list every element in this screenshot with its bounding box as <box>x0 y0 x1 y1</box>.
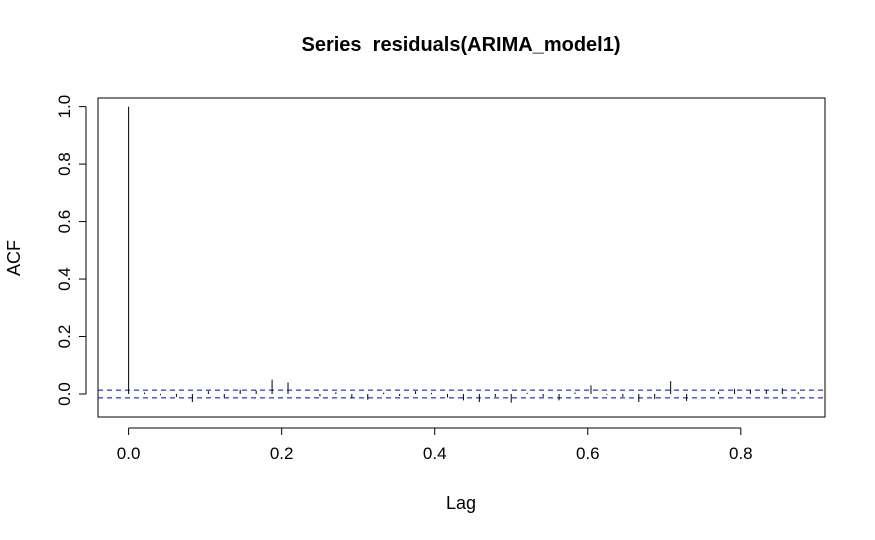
chart-title: Series residuals(ARIMA_model1) <box>302 34 621 56</box>
x-axis-label: Lag <box>446 493 476 513</box>
y-tick-label: 1.0 <box>55 95 74 119</box>
x-tick-label: 0.4 <box>423 444 447 463</box>
y-tick-label: 0.6 <box>55 210 74 234</box>
y-tick-label: 0.4 <box>55 267 74 291</box>
y-tick-label: 0.0 <box>55 382 74 406</box>
x-axis: 0.0 0.2 0.4 0.6 0.8 <box>117 427 753 463</box>
x-tick-label: 0.2 <box>270 444 294 463</box>
x-tick-label: 0.6 <box>576 444 600 463</box>
y-axis: 0.0 0.2 0.4 0.6 0.8 1.0 <box>55 95 87 406</box>
x-tick-label: 0.0 <box>117 444 141 463</box>
y-tick-label: 0.8 <box>55 152 74 176</box>
acf-bars <box>128 106 799 403</box>
x-tick-label: 0.8 <box>729 444 753 463</box>
y-axis-label: ACF <box>4 240 24 276</box>
plot-frame <box>97 97 826 418</box>
y-tick-label: 0.2 <box>55 325 74 349</box>
confidence-bounds <box>98 389 825 399</box>
